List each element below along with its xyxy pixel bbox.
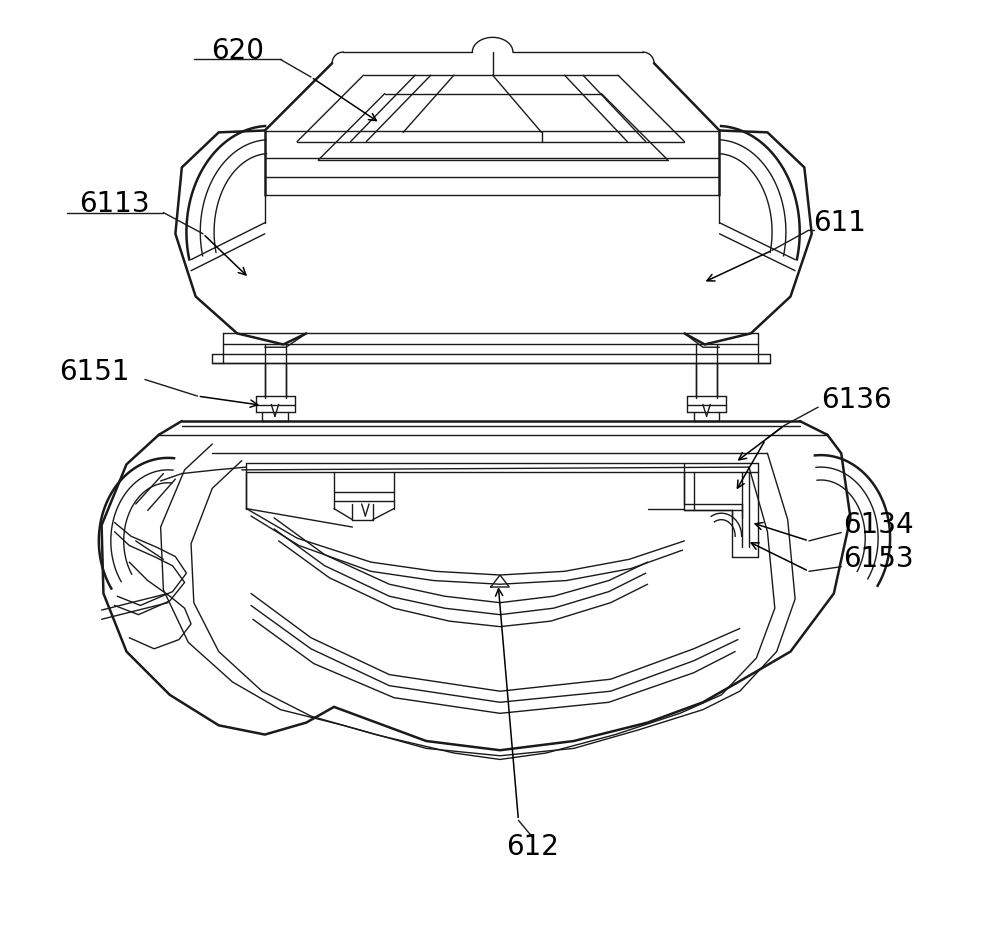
Text: 612: 612 xyxy=(506,833,559,861)
Text: 6113: 6113 xyxy=(79,191,150,218)
Text: 6136: 6136 xyxy=(821,386,892,413)
Text: 6134: 6134 xyxy=(843,512,914,539)
Text: 611: 611 xyxy=(814,209,866,237)
Text: 6153: 6153 xyxy=(843,546,914,574)
Text: 6151: 6151 xyxy=(59,358,129,386)
Text: 620: 620 xyxy=(211,37,264,65)
